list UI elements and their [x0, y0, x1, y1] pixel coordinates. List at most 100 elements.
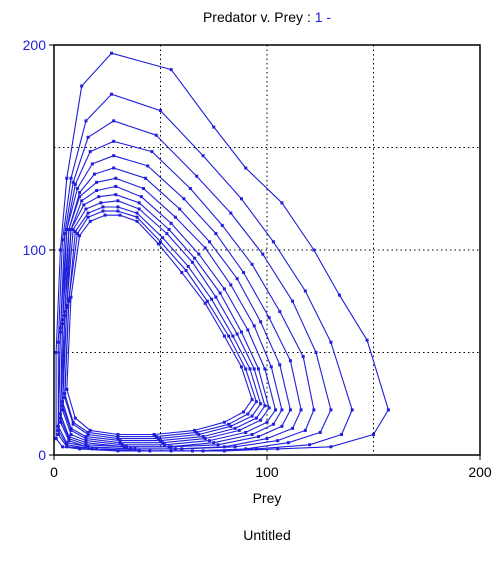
series-12-point-1: [69, 295, 73, 299]
series-4-point-14: [265, 437, 269, 441]
series-group: [54, 51, 390, 453]
series-4-point-11: [288, 359, 292, 363]
series-5-point-18: [84, 443, 88, 447]
series-12-point-16: [152, 433, 156, 436]
series-3-point-20: [56, 424, 60, 428]
series-8-point-3: [82, 203, 86, 207]
series-11-point-12: [254, 400, 258, 404]
series-8: [61, 193, 271, 445]
series-0-point-4: [80, 84, 84, 88]
series-12-point-17: [116, 433, 120, 436]
series-1-point-9: [271, 240, 275, 244]
series-2-point-8: [229, 211, 233, 215]
series-0-point-19: [116, 449, 120, 453]
series-1-point-7: [201, 154, 205, 158]
series-10-point-3: [86, 211, 90, 215]
series-12: [65, 213, 254, 436]
series-9-point-4: [99, 201, 103, 205]
series-2-point-16: [190, 449, 194, 453]
series-3-point-12: [312, 408, 316, 412]
series-10-point-12: [259, 402, 263, 406]
series-1-point-3: [69, 176, 73, 180]
series-0-point-2: [58, 248, 62, 252]
series-5: [58, 166, 292, 449]
series-6-point-13: [271, 422, 275, 426]
series-9-point-13: [254, 416, 258, 420]
series-9-point-11: [252, 367, 256, 371]
series-4-point-19: [67, 439, 71, 443]
series-1-point-20: [56, 433, 60, 436]
series-8-point-13: [259, 418, 263, 422]
series-1-point-4: [84, 119, 88, 123]
series-8-point-12: [267, 406, 271, 410]
series-6-point-15: [212, 441, 216, 445]
series-10-point-4: [101, 205, 105, 209]
series-1-point-19: [65, 445, 69, 449]
series-4: [58, 154, 303, 451]
series-0-point-11: [337, 293, 341, 297]
series-12-line: [66, 214, 253, 436]
series-11-point-19: [71, 420, 75, 424]
series-4-point-8: [214, 232, 218, 236]
grid-lines: [54, 45, 480, 455]
series-3-point-19: [65, 441, 69, 445]
series-5-point-4: [92, 172, 96, 176]
series-12-point-14: [222, 420, 226, 424]
series-12-point-11: [239, 365, 243, 369]
series-1-point-5: [110, 92, 114, 96]
series-10-point-10: [231, 334, 235, 338]
series-2-point-17: [137, 449, 141, 453]
series-10-point-18: [86, 433, 90, 436]
series-10-point-14: [229, 424, 233, 428]
series-11-point-4: [101, 209, 105, 213]
series-0-point-14: [372, 433, 375, 436]
series-7-point-11: [263, 367, 267, 371]
chart-title-prefix: Predator v. Prey :: [203, 9, 315, 25]
series-0-point-20: [78, 447, 82, 451]
x-axis-title: Prey: [253, 490, 282, 506]
series-8-point-20: [61, 404, 65, 408]
series-10-point-13: [250, 414, 254, 418]
series-12-point-20: [65, 387, 69, 391]
series-6-point-6: [141, 187, 145, 190]
x-tick-label-0: 0: [50, 464, 58, 480]
series-9: [61, 199, 267, 443]
series-12-point-6: [135, 219, 139, 223]
series-11-point-20: [63, 392, 67, 395]
series-10-point-15: [197, 433, 201, 436]
series-0-point-22: [54, 437, 58, 441]
y-tick-label-1: 100: [23, 242, 47, 258]
series-9-point-7: [165, 232, 169, 236]
series-9-point-9: [214, 295, 218, 299]
series-10-point-8: [186, 264, 190, 268]
series-11-point-15: [195, 430, 199, 434]
x-axis-ticks: 0 100 200: [50, 455, 492, 480]
series-2-point-2: [63, 232, 67, 236]
series-10-point-6: [135, 211, 139, 215]
series-11-point-9: [205, 299, 209, 303]
series-10-point-16: [156, 437, 160, 441]
series-10-point-7: [161, 236, 165, 240]
series-8-point-19: [69, 428, 73, 432]
series-8-point-11: [256, 367, 260, 371]
series-11-point-13: [246, 412, 250, 416]
series-12-point-12: [250, 398, 254, 402]
series-0: [54, 51, 390, 453]
series-0-point-21: [61, 445, 65, 449]
series-1-point-15: [254, 447, 258, 451]
chart-title-run: 1 -: [315, 9, 332, 25]
series-3-point-8: [220, 223, 224, 227]
series-11-point-10: [227, 334, 231, 338]
series-6-point-4: [95, 180, 99, 184]
series-2-point-6: [154, 133, 158, 137]
series-5-point-5: [112, 166, 116, 170]
series-4-point-4: [90, 162, 94, 166]
series-9-point-6: [137, 207, 141, 211]
series-1-point-12: [350, 408, 354, 412]
series-11-point-16: [154, 435, 158, 439]
series-8-point-2: [69, 228, 73, 231]
series-4-point-20: [58, 420, 62, 424]
series-5-point-19: [67, 437, 71, 441]
series-6-point-18: [84, 441, 88, 445]
